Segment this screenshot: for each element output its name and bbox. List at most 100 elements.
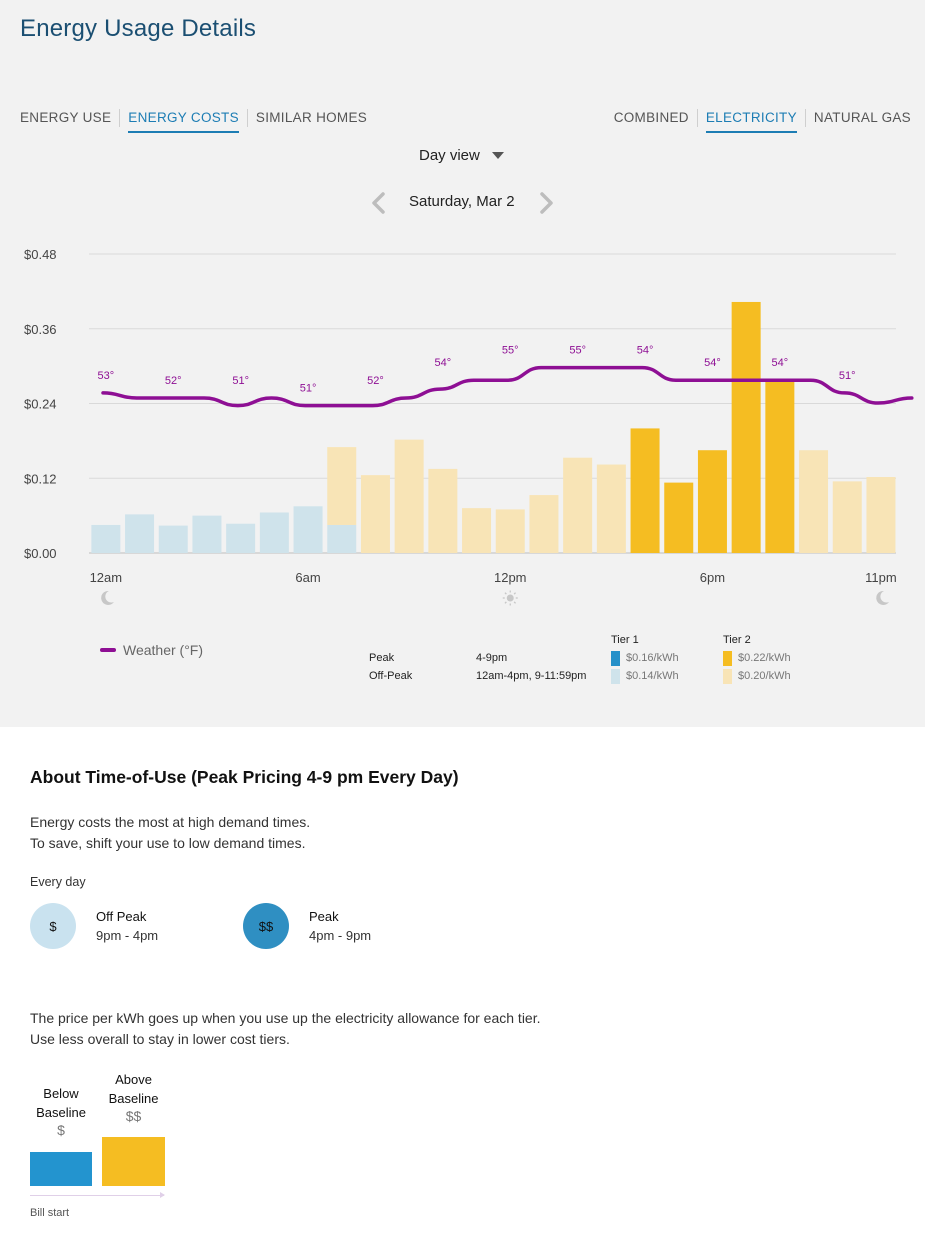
above-baseline-label-line: Above (115, 1072, 152, 1087)
view-select[interactable]: Day view (419, 147, 504, 164)
cost-bar[interactable] (495, 509, 525, 553)
cost-bar[interactable] (630, 428, 660, 553)
chevron-right-icon[interactable] (535, 191, 557, 215)
tab-divider (119, 108, 121, 127)
above-baseline-bar (102, 1137, 165, 1186)
weather-legend-label: Weather (°F) (123, 642, 204, 658)
weather-label: 54° (704, 357, 721, 369)
weather-label: 51° (839, 370, 856, 382)
cost-bar[interactable] (731, 301, 761, 553)
weather-label: 54° (435, 357, 452, 369)
sun-icon (506, 594, 514, 602)
cost-bar[interactable] (832, 481, 862, 553)
cost-bar[interactable] (697, 450, 727, 553)
sun-ray (513, 592, 517, 595)
offpeak-hours: 12am-4pm, 9-11:59pm (476, 670, 587, 682)
weather-legend: Weather (°F) (100, 642, 203, 658)
y-tick-label: $0.24 (24, 397, 57, 412)
tab-combined[interactable]: COMBINED (613, 110, 689, 125)
offpeak-name: Off Peak (96, 909, 147, 924)
above-baseline-symbol: $$ (125, 1108, 142, 1124)
y-tick-label: $0.12 (24, 471, 57, 486)
cost-bar[interactable] (529, 495, 559, 553)
peak-price-symbol: $$ (258, 918, 274, 934)
tab-divider (246, 108, 248, 127)
cost-bar[interactable] (125, 514, 155, 553)
offpeak-label: Off-Peak (369, 670, 413, 682)
bill-timeline (30, 1195, 164, 1196)
sun-ray (504, 601, 507, 604)
current-date: Saturday, Mar 2 (409, 193, 515, 210)
cost-bar[interactable] (327, 447, 357, 525)
x-tick-label: 6am (295, 570, 320, 585)
weather-label: 54° (637, 345, 654, 357)
offpeak-time: 9pm - 4pm (96, 928, 159, 943)
below-baseline-symbol: $ (57, 1122, 65, 1138)
tier2-header: Tier 2 (723, 634, 751, 646)
cost-bar[interactable] (327, 524, 357, 553)
rate-legend: Tier 1 Tier 2 Peak 4-9pm Off-Peak 12am-4… (369, 634, 791, 684)
moon-icon (101, 590, 114, 605)
weather-label: 52° (367, 375, 384, 387)
tab-divider (696, 108, 698, 127)
tab-energy-costs[interactable]: ENERGY COSTS (128, 110, 239, 133)
offpeak-price-symbol: $ (49, 918, 57, 934)
tier1-header: Tier 1 (611, 634, 639, 646)
view-select-value: Day view (419, 147, 480, 164)
tab-electricity[interactable]: ELECTRICITY (705, 110, 798, 133)
peak-name: Peak (309, 909, 339, 924)
cost-bar[interactable] (226, 523, 256, 553)
x-tick-label: 6pm (700, 570, 725, 585)
cost-bar[interactable] (158, 525, 188, 553)
cost-bar[interactable] (866, 477, 896, 553)
arrow-right-icon (160, 1192, 165, 1198)
sun-ray (513, 601, 517, 604)
fuel-tabs: COMBINED ELECTRICITY NATURAL GAS (613, 108, 911, 133)
cost-bar[interactable] (765, 381, 795, 553)
chevron-left-icon[interactable] (368, 191, 390, 215)
tab-natural-gas[interactable]: NATURAL GAS (813, 110, 911, 125)
cost-bar[interactable] (428, 468, 458, 553)
below-baseline-bar (30, 1152, 92, 1186)
tou-description-line: To save, shift your use to low demand ti… (30, 835, 306, 851)
weather-label: 52° (165, 375, 182, 387)
tier1-peak-rate: $0.16/kWh (626, 652, 679, 664)
cost-bar[interactable] (394, 439, 424, 553)
tier-description-line: Use less overall to stay in lower cost t… (30, 1031, 290, 1047)
x-tick-label: 11pm (865, 570, 897, 585)
weather-label: 54° (772, 357, 789, 369)
cost-bar[interactable] (596, 464, 626, 553)
moon-icon (876, 590, 889, 605)
date-navigator: Saturday, Mar 2 (0, 190, 925, 216)
tier1-peak-swatch (611, 651, 620, 666)
tou-section-title: About Time-of-Use (Peak Pricing 4-9 pm E… (30, 767, 459, 787)
offpeak-price-icon: $ (30, 903, 76, 949)
cost-bar[interactable] (360, 475, 390, 553)
weather-label: 53° (98, 370, 115, 382)
tab-energy-use[interactable]: ENERGY USE (20, 110, 112, 125)
tou-description-line: Energy costs the most at high demand tim… (30, 814, 311, 830)
cost-bar[interactable] (563, 457, 593, 553)
x-tick-label: 12am (90, 570, 123, 585)
y-tick-label: $0.36 (24, 322, 57, 337)
tier2-offpeak-rate: $0.20/kWh (738, 670, 791, 682)
cost-bar[interactable] (462, 508, 492, 553)
tab-similar-homes[interactable]: SIMILAR HOMES (255, 110, 368, 125)
tier2-peak-rate: $0.22/kWh (738, 652, 791, 664)
weather-legend-swatch (100, 648, 116, 652)
cost-bar[interactable] (192, 515, 222, 553)
x-tick-label: 12pm (494, 570, 527, 585)
y-tick-label: $0.00 (24, 546, 57, 561)
cost-bar[interactable] (799, 450, 829, 553)
tier1-offpeak-swatch (611, 669, 620, 684)
cost-bar[interactable] (259, 512, 289, 553)
every-day-label: Every day (30, 875, 86, 889)
bill-start-label: Bill start (30, 1207, 70, 1219)
weather-label: 51° (300, 383, 317, 395)
sun-ray (504, 592, 507, 595)
cost-bar[interactable] (91, 524, 121, 553)
usage-panel: Energy Usage Details ENERGY USE ENERGY C… (0, 0, 925, 727)
peak-price-icon: $$ (243, 903, 289, 949)
cost-bar[interactable] (293, 506, 323, 553)
cost-bar[interactable] (664, 482, 694, 553)
